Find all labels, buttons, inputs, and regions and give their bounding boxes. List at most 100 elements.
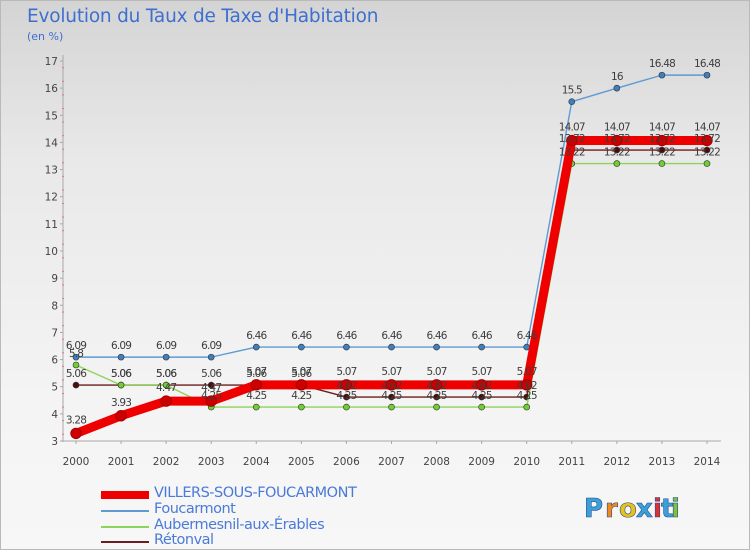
data-point bbox=[72, 361, 80, 369]
y-tick-label: 12 bbox=[45, 192, 58, 204]
data-point bbox=[117, 381, 125, 389]
data-point bbox=[611, 134, 623, 147]
data-label: 4.47 bbox=[156, 382, 176, 394]
legend-label-villers: VILLERS-SOUS-FOUCARMONT bbox=[154, 485, 357, 501]
data-point bbox=[658, 71, 666, 79]
series-line bbox=[75, 149, 708, 398]
data-label: 4.62 bbox=[336, 380, 356, 392]
data-label: 5.06 bbox=[201, 368, 222, 380]
series-line bbox=[75, 74, 708, 358]
legend-swatch-villers bbox=[101, 491, 149, 499]
y-tick-label: 13 bbox=[45, 165, 58, 177]
data-label: 4.25 bbox=[291, 390, 311, 402]
data-label: 5.06 bbox=[156, 368, 177, 380]
data-label: 6.46 bbox=[336, 330, 357, 342]
data-label: 5.06 bbox=[111, 368, 132, 380]
data-point bbox=[252, 343, 260, 351]
x-tick-label: 2001 bbox=[108, 456, 135, 468]
data-label: 14.07 bbox=[649, 122, 675, 134]
logo-letter: r bbox=[605, 494, 618, 524]
data-label: 13.72 bbox=[694, 133, 720, 145]
x-tick-label: 2006 bbox=[333, 456, 360, 468]
data-label: 13.22 bbox=[694, 147, 720, 159]
data-point bbox=[703, 146, 711, 154]
data-point bbox=[115, 410, 127, 422]
x-tick-label: 2013 bbox=[649, 456, 676, 468]
data-point bbox=[343, 393, 350, 401]
data-point bbox=[340, 379, 353, 391]
data-point bbox=[433, 343, 440, 351]
x-tick-label: 2009 bbox=[468, 456, 495, 468]
data-label: 6.09 bbox=[156, 340, 176, 352]
data-label: 5.07 bbox=[336, 366, 356, 378]
data-point bbox=[162, 381, 170, 389]
data-label: 16 bbox=[611, 71, 624, 83]
chart-subtitle: (en %) bbox=[27, 30, 64, 43]
data-label: 5.06 bbox=[156, 368, 177, 380]
data-label: 5.06 bbox=[246, 368, 267, 380]
data-label: 4.25 bbox=[246, 390, 266, 402]
data-label: 13.72 bbox=[604, 133, 630, 145]
data-label: 6.46 bbox=[472, 330, 493, 342]
y-tick-label: 10 bbox=[45, 246, 58, 258]
data-point bbox=[523, 403, 531, 411]
data-label: 5.06 bbox=[291, 368, 312, 380]
data-point bbox=[475, 379, 488, 391]
data-label: 14.07 bbox=[604, 122, 630, 134]
data-point bbox=[478, 393, 485, 401]
data-label: 13.72 bbox=[649, 133, 675, 145]
x-tick-label: 2005 bbox=[288, 456, 315, 468]
data-label: 6.46 bbox=[426, 330, 447, 342]
data-point bbox=[70, 427, 82, 440]
x-tick-label: 2012 bbox=[603, 456, 630, 468]
chart-title: Evolution du Taux de Taxe d'Habitation bbox=[27, 6, 379, 27]
data-label: 14.07 bbox=[559, 122, 585, 134]
data-point bbox=[162, 353, 170, 361]
data-label: 3.28 bbox=[66, 414, 86, 426]
x-tick-label: 2007 bbox=[378, 456, 405, 468]
data-label: 13.22 bbox=[559, 147, 585, 159]
data-label: 5.07 bbox=[246, 366, 266, 378]
line-chart: 3 4 5 6 7 8 9 10 11 12 13 14 15 16 17 2000 2001 2002 2003 2… bbox=[45, 55, 721, 468]
data-point bbox=[160, 395, 172, 407]
logo-letter: i bbox=[671, 494, 680, 524]
data-point bbox=[613, 160, 621, 167]
data-label: 4.25 bbox=[472, 390, 492, 402]
data-label: 5.06 bbox=[66, 368, 87, 380]
data-label: 16.48 bbox=[649, 58, 675, 70]
data-point bbox=[298, 403, 305, 411]
x-tick-label: 2010 bbox=[513, 456, 540, 468]
data-point bbox=[703, 160, 711, 167]
logo-letter: i bbox=[653, 494, 662, 524]
data-label: 6.46 bbox=[517, 330, 538, 342]
data-label: 6.09 bbox=[66, 340, 86, 352]
legend-label-foucarmont: Foucarmont bbox=[154, 501, 236, 517]
legend-label-aubermesnil: Aubermesnil-aux-Érables bbox=[154, 517, 325, 533]
data-label: 5.07 bbox=[472, 366, 492, 378]
y-tick-label: 4 bbox=[51, 409, 58, 421]
data-point bbox=[388, 343, 395, 351]
y-tick-label: 5 bbox=[51, 382, 58, 394]
data-point bbox=[703, 71, 711, 79]
data-label: 15.5 bbox=[562, 85, 582, 97]
data-point bbox=[72, 381, 80, 389]
data-label: 4.62 bbox=[381, 380, 401, 392]
x-tick-label: 2000 bbox=[63, 456, 90, 468]
data-point bbox=[295, 379, 308, 391]
data-label: 5.06 bbox=[111, 368, 132, 380]
data-label: 6.46 bbox=[381, 330, 402, 342]
data-label: 5.07 bbox=[291, 366, 311, 378]
legend-swatch-foucarmont bbox=[101, 510, 149, 512]
data-label: 4.62 bbox=[517, 380, 537, 392]
data-point bbox=[478, 343, 485, 351]
y-tick-label: 15 bbox=[45, 110, 58, 122]
data-point bbox=[388, 403, 395, 411]
data-label: 5.07 bbox=[381, 366, 401, 378]
data-point bbox=[658, 160, 666, 167]
legend-label-retonval: Rétonval bbox=[154, 532, 214, 548]
data-label: 5.07 bbox=[517, 366, 537, 378]
x-tick-label: 2014 bbox=[694, 456, 721, 468]
y-tick-label: 14 bbox=[45, 137, 59, 149]
x-tick-label: 2003 bbox=[198, 456, 225, 468]
